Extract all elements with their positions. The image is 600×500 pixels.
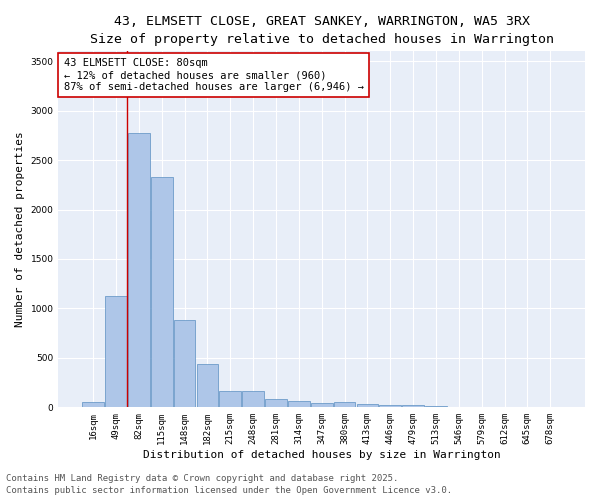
Bar [128,134,150,407]
Bar [448,406,470,408]
Bar [379,405,401,407]
Text: Contains HM Land Registry data © Crown copyright and database right 2025.
Contai: Contains HM Land Registry data © Crown c… [6,474,452,495]
Bar [242,391,264,407]
Text: 43 ELMSETT CLOSE: 80sqm
← 12% of detached houses are smaller (960)
87% of semi-d: 43 ELMSETT CLOSE: 80sqm ← 12% of detache… [64,58,364,92]
X-axis label: Distribution of detached houses by size in Warrington: Distribution of detached houses by size … [143,450,500,460]
Bar [356,404,378,407]
Y-axis label: Number of detached properties: Number of detached properties [15,132,25,327]
Bar [82,402,104,407]
Bar [288,402,310,407]
Bar [151,177,173,408]
Bar [311,403,332,407]
Bar [105,296,127,408]
Bar [425,406,447,408]
Bar [197,364,218,408]
Bar [265,399,287,407]
Bar [174,320,196,408]
Bar [334,402,355,407]
Title: 43, ELMSETT CLOSE, GREAT SANKEY, WARRINGTON, WA5 3RX
Size of property relative t: 43, ELMSETT CLOSE, GREAT SANKEY, WARRING… [90,15,554,46]
Bar [220,390,241,407]
Bar [402,406,424,407]
